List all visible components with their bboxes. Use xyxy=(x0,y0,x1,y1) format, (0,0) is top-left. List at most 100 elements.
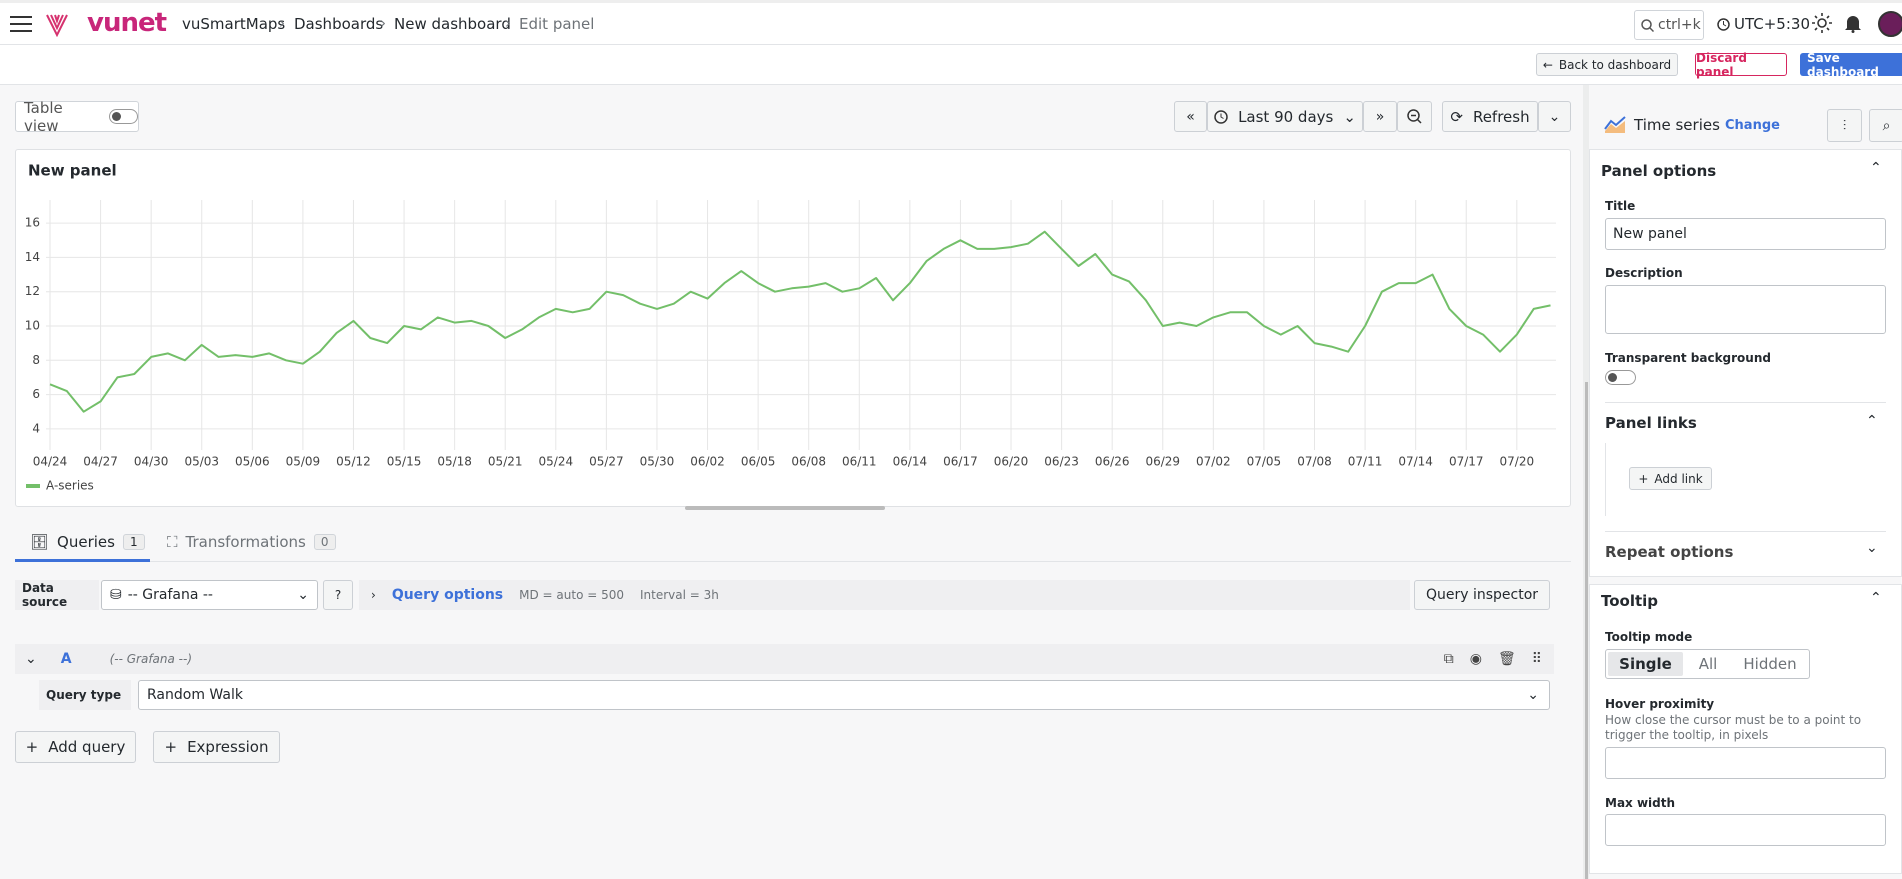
button-text: Add link xyxy=(1654,471,1703,486)
add-link-button[interactable]: + Add link xyxy=(1629,467,1712,490)
search-options-button[interactable]: ⌕ xyxy=(1869,109,1902,142)
radio-group: Single All Hidden xyxy=(1605,649,1810,679)
bell-icon[interactable] xyxy=(1844,13,1862,33)
x-tick-label: 06/11 xyxy=(842,455,877,469)
x-tick-label: 06/26 xyxy=(1095,455,1130,469)
x-tick-label: 06/29 xyxy=(1145,455,1180,469)
x-tick-label: 07/11 xyxy=(1348,455,1383,469)
toolbar-divider xyxy=(0,84,1902,85)
chevron[interactable]: ⌃ xyxy=(1866,413,1878,429)
breadcrumb[interactable]: vuSmartMaps xyxy=(182,15,286,33)
section-header[interactable]: Tooltip xyxy=(1601,592,1659,610)
expression-button[interactable]: + Expression xyxy=(153,731,280,763)
plus-icon: + xyxy=(164,738,178,756)
x-tick-label: 04/24 xyxy=(33,455,68,469)
x-tick-label: 05/21 xyxy=(488,455,523,469)
x-tick-label: 06/23 xyxy=(1044,455,1079,469)
shift-forward-button[interactable]: » xyxy=(1363,101,1397,132)
max-width-input[interactable] xyxy=(1605,814,1886,846)
save-button[interactable]: Save dashboard xyxy=(1800,51,1902,79)
query-ref: A xyxy=(60,651,72,667)
x-tick-label: 06/02 xyxy=(690,455,725,469)
timezone[interactable]: UTC+5:30 xyxy=(1717,15,1810,33)
discard-button[interactable]: Discard panel xyxy=(1695,51,1787,79)
chevron[interactable]: ⌃ xyxy=(1870,590,1882,606)
query-inspector-button[interactable]: Query inspector xyxy=(1414,580,1550,610)
refresh-icon: ⟳ xyxy=(1450,107,1463,126)
x-tick-label: 04/27 xyxy=(83,455,118,469)
section-header[interactable]: Repeat options xyxy=(1605,543,1734,561)
x-tick-label: 07/05 xyxy=(1247,455,1282,469)
breadcrumb-separator: › xyxy=(279,14,285,32)
time-series-panel: New panel 4 6 8 10 12 14 16 04/24 04/27 04/30 05/0… xyxy=(15,149,1571,507)
x-tick-label: 05/24 xyxy=(539,455,574,469)
refresh-button[interactable]: ⟳ Refresh xyxy=(1442,101,1538,132)
shift-back-button[interactable]: « xyxy=(1174,101,1207,132)
hover-proximity-input[interactable] xyxy=(1605,747,1886,779)
help-button[interactable]: ? xyxy=(323,580,353,610)
breadcrumb[interactable]: Dashboards xyxy=(294,15,384,33)
x-tick-label: 06/05 xyxy=(741,455,776,469)
query-options-bar[interactable]: › Query options MD = auto = 500 Interval = … xyxy=(359,580,1410,610)
queries-tab[interactable]: 🗄 Queries 1 xyxy=(30,533,145,551)
radio-option[interactable]: Hidden xyxy=(1743,655,1797,673)
horizontal-scrollbar[interactable] xyxy=(685,506,885,510)
description-textarea[interactable] xyxy=(1605,285,1886,334)
add-query-button[interactable]: + Add query xyxy=(15,731,136,763)
tab-count: 0 xyxy=(313,534,336,550)
delete-icon[interactable]: 🗑 xyxy=(1497,651,1516,667)
query-type-select[interactable]: Random Walk ⌄ xyxy=(138,680,1550,710)
avatar[interactable] xyxy=(1878,11,1902,37)
refresh-text: Refresh xyxy=(1472,107,1530,126)
x-tick-label: 05/03 xyxy=(184,455,219,469)
table-view-label: Table view xyxy=(24,98,63,135)
section-header[interactable]: Panel options xyxy=(1601,162,1717,180)
menu-icon[interactable] xyxy=(10,16,32,32)
chevron[interactable]: ⌃ xyxy=(1870,160,1882,176)
database-icon: 🗄 xyxy=(30,533,50,551)
data-source-select[interactable]: ⛁ -- Grafana -- ⌄ xyxy=(101,580,318,610)
x-tick-label: 05/12 xyxy=(336,455,371,469)
search-box[interactable]: ctrl+k xyxy=(1634,10,1704,40)
radio-option[interactable]: All xyxy=(1698,655,1718,673)
x-tick-label: 05/30 xyxy=(640,455,675,469)
transformations-tab[interactable]: ⛶ Transformations 0 xyxy=(167,533,336,551)
search-hint: ctrl+k xyxy=(1658,17,1701,33)
title-input[interactable]: New panel xyxy=(1605,218,1886,250)
hide-icon[interactable]: ◉ xyxy=(1469,651,1482,667)
breadcrumb[interactable]: New dashboard xyxy=(394,15,511,33)
section-header[interactable]: Panel links xyxy=(1605,414,1697,432)
drag-icon[interactable]: ⠿ xyxy=(1531,651,1542,667)
query-row-header[interactable]: ⌄ A (-- Grafana --) ⧉ ◉ 🗑 ⠿ xyxy=(15,644,1554,674)
search-icon xyxy=(1641,18,1654,32)
y-tick-label: 12 xyxy=(25,284,40,298)
change-viz-link[interactable]: Change xyxy=(1725,118,1780,133)
refresh-interval-button[interactable]: ⌄ xyxy=(1538,101,1571,132)
field-label: Title xyxy=(1605,199,1636,213)
y-tick-label: 8 xyxy=(32,353,40,367)
button-text: Add query xyxy=(48,738,126,756)
x-tick-label: 05/15 xyxy=(387,455,422,469)
logo-icon xyxy=(46,14,68,37)
radio-option-selected[interactable]: Single xyxy=(1608,652,1683,676)
x-tick-label: 04/30 xyxy=(134,455,169,469)
duplicate-icon[interactable]: ⧉ xyxy=(1443,651,1454,667)
breadcrumb-separator: › xyxy=(505,14,511,32)
arrow-icon: ← xyxy=(1542,57,1553,72)
vertical-scrollbar[interactable] xyxy=(1585,382,1588,879)
y-tick-label: 10 xyxy=(25,319,40,333)
chevron[interactable]: ⌄ xyxy=(1866,540,1878,556)
transparent-switch[interactable] xyxy=(1605,370,1636,385)
y-tick-label: 4 xyxy=(32,421,40,435)
table-view-toggle[interactable]: Table view xyxy=(15,98,139,135)
zoom-out-button[interactable] xyxy=(1397,101,1432,132)
row-actions: ⧉ ◉ 🗑 ⠿ xyxy=(1444,651,1542,667)
theme-icon[interactable] xyxy=(1812,13,1832,33)
options-toggle-button[interactable]: ⫶ xyxy=(1827,109,1862,142)
field-label: Max width xyxy=(1605,796,1676,810)
field-description: How close the cursor must be to a point … xyxy=(1605,713,1862,742)
divider xyxy=(1605,531,1886,532)
time-range-picker[interactable]: Last 90 days ⌄ xyxy=(1207,101,1363,132)
back-button[interactable]: ← Back to dashboard xyxy=(1536,53,1678,76)
data-source-value: -- Grafana -- xyxy=(127,587,213,603)
